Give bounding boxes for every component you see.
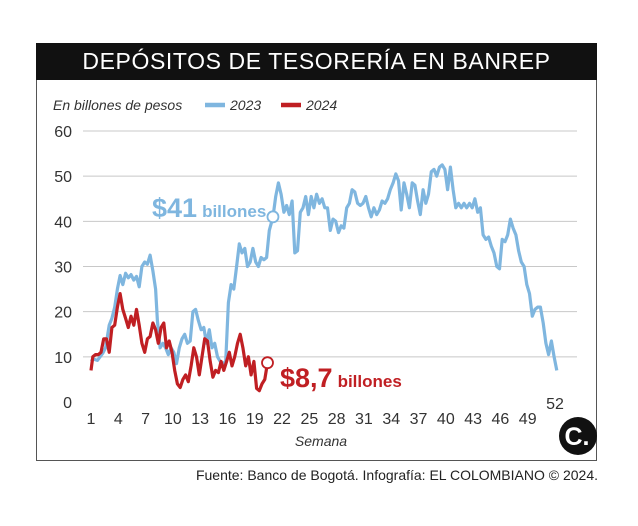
x-tick-label: 10 [164, 411, 182, 428]
x-tick-label: 4 [114, 411, 123, 428]
annotations: $41 billones $8,7 billones [152, 193, 402, 393]
source-note: Fuente: Banco de Bogotá. Infografía: EL … [195, 467, 598, 483]
legend-label-2023: 2023 [229, 97, 261, 113]
annotation-label: $8,7 billones [280, 363, 402, 393]
series-line-2024 [89, 292, 270, 393]
y-tick-label: 30 [54, 260, 72, 277]
x-tick-label: 7 [141, 411, 150, 428]
chart-subtitle: En billones de pesos [53, 97, 182, 113]
annotation-marker [266, 210, 280, 224]
axis-ticks: 0 10 20 30 40 50 60 1 4 7 10 13 16 19 22 25 28 31 34 37 40 43… [54, 124, 564, 428]
x-tick-label: 22 [273, 411, 291, 428]
y-tick-label: 40 [54, 214, 72, 231]
x-tick-label: 37 [410, 411, 428, 428]
y-tick-label: 50 [54, 169, 72, 186]
series [89, 163, 559, 393]
x-tick-label: 46 [492, 411, 510, 428]
x-tick-label: 40 [437, 411, 455, 428]
x-tick-label: 52 [546, 396, 564, 413]
x-tick-label: 49 [519, 411, 537, 428]
x-tick-label: 28 [328, 411, 346, 428]
y-tick-label: 10 [54, 350, 72, 367]
x-tick-label: 31 [355, 411, 373, 428]
x-tick-label: 34 [382, 411, 400, 428]
x-axis-label: Semana [295, 433, 347, 449]
x-tick-label: 25 [300, 411, 318, 428]
x-tick-label: 13 [191, 411, 209, 428]
el-colombiano-logo: C. [559, 417, 597, 455]
series-line-2023 [89, 163, 559, 371]
legend-label-2024: 2024 [305, 97, 337, 113]
annotation-marker [261, 356, 274, 370]
y-tick-label: 20 [54, 305, 72, 322]
y-tick-label: 0 [63, 395, 72, 412]
x-tick-label: 16 [219, 411, 237, 428]
chart-title: DEPÓSITOS DE TESORERÍA EN BANREP [36, 43, 597, 80]
y-tick-label: 60 [54, 124, 72, 141]
x-tick-label: 19 [246, 411, 264, 428]
chart-frame [36, 43, 597, 461]
logo-letter: C. [565, 423, 590, 451]
x-tick-label: 1 [87, 411, 96, 428]
annotation-label: $41 billones [152, 193, 266, 223]
x-tick-label: 43 [464, 411, 482, 428]
